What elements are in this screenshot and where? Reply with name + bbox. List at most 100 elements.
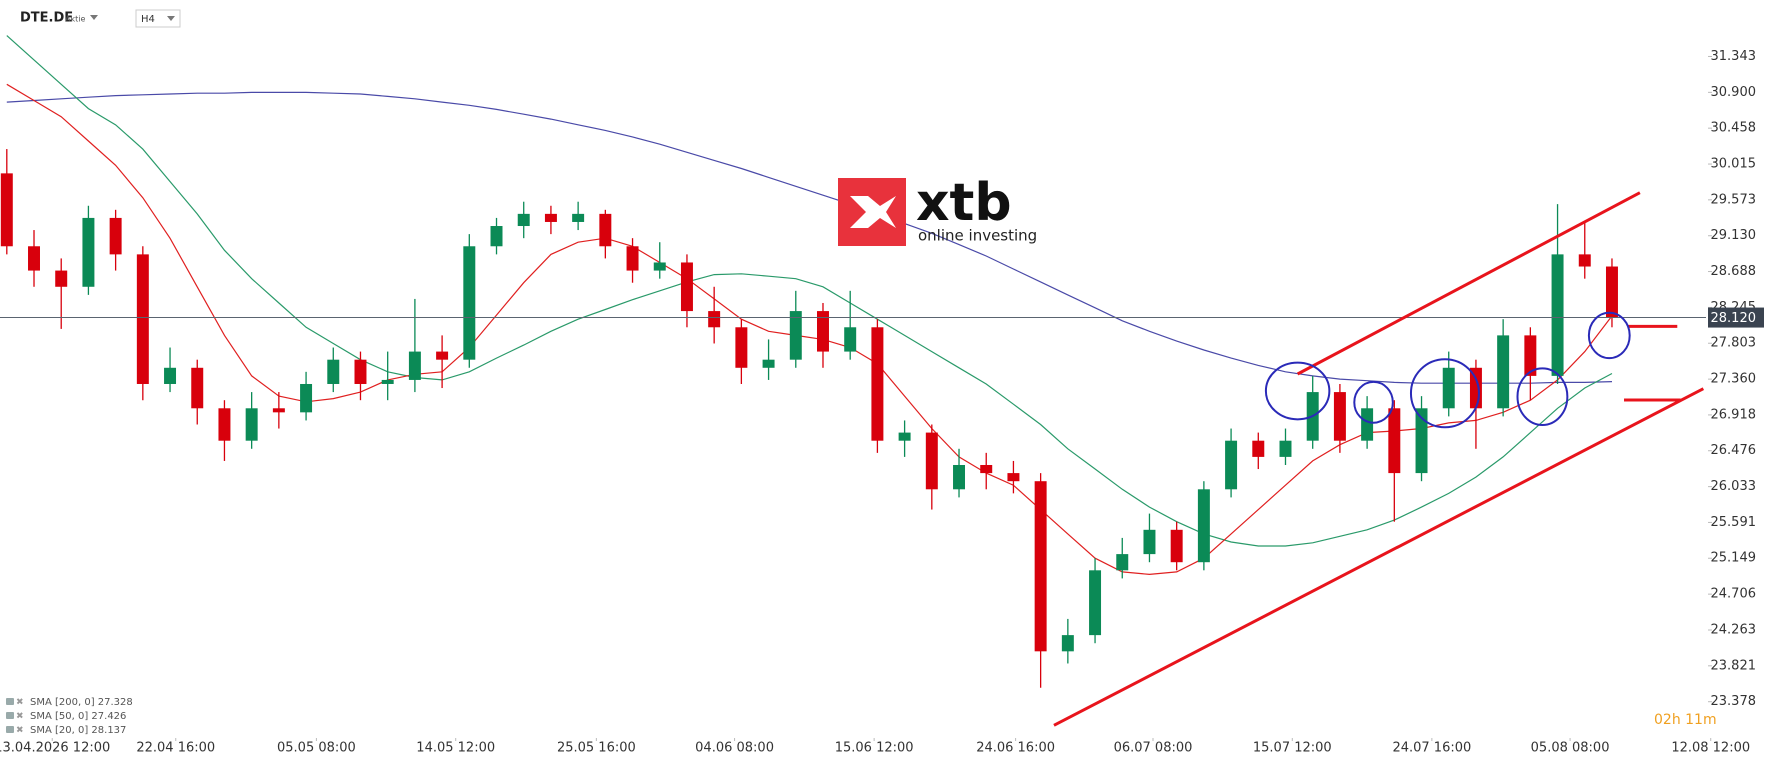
candle-body [1442,367,1455,409]
candle-body [1143,529,1156,555]
current-price-label: 28.120 [1711,311,1757,326]
candle-body [626,246,639,271]
sma-line [6,35,1613,547]
y-tick-label: 24.263 [1711,623,1757,638]
candle-body [735,327,748,368]
y-tick-label: 27.803 [1711,336,1757,351]
candle-body [245,408,258,441]
legend-label: SMA [200, 0] 27.328 [30,697,133,708]
x-tick-label: 15.06 12:00 [835,741,914,756]
candle-body [28,246,40,271]
y-tick-label: 26.476 [1711,443,1757,458]
candle-body [544,213,557,222]
candle-body [82,217,95,287]
candle-body [463,246,476,360]
candle-body [272,408,285,413]
candle-body [1361,408,1374,441]
x-tick-label: 15.07 12:00 [1253,741,1332,756]
legend-label: SMA [20, 0] 28.137 [30,725,126,736]
candle-body [1034,481,1047,652]
y-tick-label: 29.573 [1711,192,1757,207]
highlight-circle [1587,311,1631,360]
y-tick-label: 30.015 [1711,157,1757,172]
interval-dropdown [167,16,175,21]
legend-icon [6,712,14,719]
candle-body [1415,408,1428,474]
x-tick-label: 13.04.2026 12:00 [0,741,110,756]
candle-body [898,432,911,441]
candle-body [300,383,313,413]
y-tick-label: 24.706 [1711,587,1757,602]
candle-body [0,173,13,247]
candle-body [1007,473,1020,482]
interval-select[interactable] [135,9,181,28]
symbol: DTE.DE [20,11,73,26]
candle-body [980,464,993,474]
legend-label: SMA [50, 0] 27.426 [30,711,126,722]
candle-body [1469,367,1482,409]
candle-body [1089,570,1102,636]
candle-body [1279,440,1292,457]
y-tick-label: 25.591 [1711,515,1757,530]
candle-timer: 02h 11m [1654,712,1717,728]
plot-area [0,35,1706,727]
y-tick-label: 23.378 [1711,694,1757,709]
candle-body [1578,254,1591,267]
candle-body [871,327,884,441]
candle-body [925,432,938,490]
candle-body [1252,440,1265,457]
y-tick-label: 26.918 [1711,407,1757,422]
x-tick-label: 25.05 16:00 [557,741,636,756]
candle-body [517,213,530,227]
candle-body [817,311,829,352]
highlight-circle [1264,361,1331,421]
sma-line [6,91,1613,384]
candle-body [1170,529,1183,563]
candle-body [789,311,802,360]
logo-tagline: online investing [918,227,1037,245]
candle-body [1388,408,1401,474]
candle-body [381,379,394,384]
highlight-circle [1353,380,1394,424]
x-tick-label: 04.06 08:00 [695,741,774,756]
current-price-box [1708,307,1764,328]
y-tick-label: 25.149 [1711,551,1757,566]
candle-body [762,359,775,368]
candle-body [1225,440,1238,490]
candle-body [218,408,231,441]
candle-body [109,217,122,255]
y-tick-label: 27.360 [1711,372,1757,387]
instrument-kind: Aktie [65,15,85,24]
candle-body [408,351,421,380]
sma-line [6,83,1613,576]
candle-body [55,270,68,287]
trend-line-upper [1296,191,1641,376]
candle-body [164,367,177,384]
candle-body [136,254,149,384]
logo-x [850,196,896,228]
logo-brand: xtb [916,173,1012,233]
candle-body [490,226,503,247]
x-tick-label: 24.06 16:00 [976,741,1055,756]
legend-icon-close: ✖ [16,698,24,708]
y-tick-label: 31.343 [1711,49,1757,64]
x-tick-label: 06.07 08:00 [1114,741,1193,756]
candle-body [1524,335,1537,376]
candle-body [572,213,585,222]
symbol-dropdown[interactable] [90,15,98,20]
candle-body [1497,335,1510,409]
candle-body [1061,635,1074,652]
y-tick-label: 23.821 [1711,658,1757,673]
x-tick-label: 05.08 08:00 [1531,741,1610,756]
candle-body [354,359,367,384]
candle-body [599,213,612,247]
trend-line-lower [1053,387,1705,727]
legend-icon [6,726,14,733]
candle-body [653,262,666,271]
x-tick-label: 14.05 12:00 [416,741,495,756]
legend-icon [6,698,14,705]
logo: xtb online investing [838,173,1037,246]
candle-body [1116,554,1129,571]
candle-body [953,464,966,490]
